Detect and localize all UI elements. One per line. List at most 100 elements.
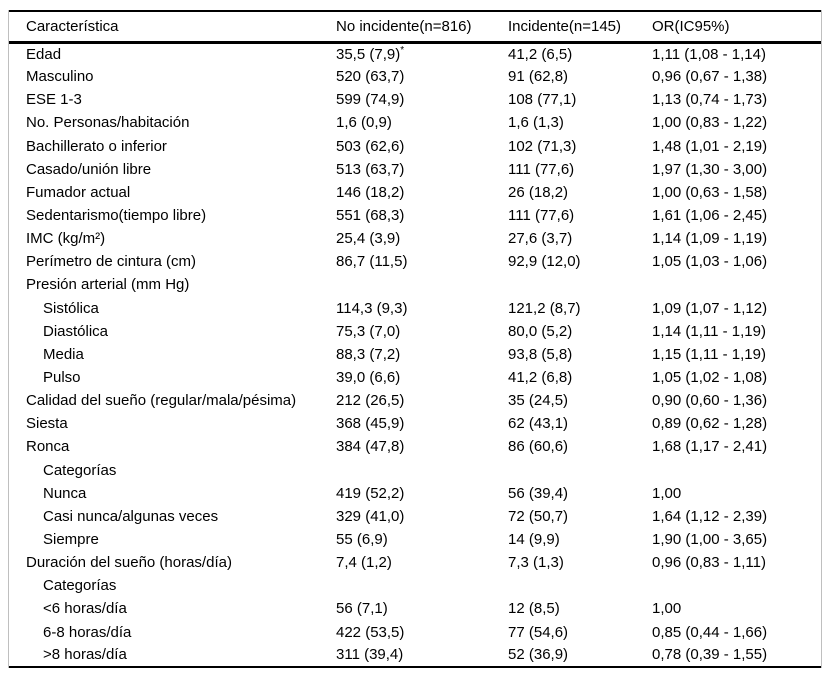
cell-incidente: 56 (39,4)	[508, 484, 569, 502]
row-label: Nunca	[43, 484, 87, 502]
cell-no-incidente: 56 (7,1)	[336, 600, 388, 618]
cell-incidente: 93,8 (5,8)	[508, 345, 573, 363]
table-row: Sistólica 114,3 (9,3) 121,2 (8,7) 1,09 (…	[9, 297, 821, 320]
cell-or	[652, 273, 821, 296]
cell-no-incidente	[336, 574, 508, 597]
row-label: Perímetro de cintura (cm)	[26, 253, 197, 271]
cell-incidente: 80,0 (5,2)	[508, 322, 573, 340]
table-header: Característica No incidente(n=816) Incid…	[9, 10, 821, 44]
cell-incidente: 35 (24,5)	[508, 392, 569, 410]
table-row: Perímetro de cintura (cm) 86,7 (11,5) 92…	[9, 250, 821, 273]
cell-or: 1,90 (1,00 - 3,65)	[652, 531, 768, 549]
cell-incidente: 121,2 (8,7)	[508, 299, 581, 317]
cell-no-incidente: 384 (47,8)	[336, 438, 405, 456]
cell-no-incidente: 55 (6,9)	[336, 531, 388, 549]
row-label: Fumador actual	[26, 183, 131, 201]
cell-or	[652, 459, 821, 482]
cell-or: 1,14 (1,11 - 1,19)	[652, 322, 766, 340]
cell-or: 1,68 (1,17 - 2,41)	[652, 438, 768, 456]
row-label: Media	[43, 345, 84, 363]
row-label: Ronca	[26, 438, 70, 456]
table-row: Categorías	[9, 574, 821, 597]
row-label: Masculino	[26, 68, 94, 86]
footnote-marker: *	[400, 44, 405, 56]
cell-incidente: 108 (77,1)	[508, 91, 577, 109]
cell-or: 0,90 (0,60 - 1,36)	[652, 392, 768, 410]
cell-or: 0,85 (0,44 - 1,66)	[652, 623, 768, 641]
cell-incidente: 52 (36,9)	[508, 643, 652, 668]
cell-no-incidente: 368 (45,9)	[336, 415, 405, 433]
cell-incidente: 26 (18,2)	[508, 183, 569, 201]
table-body: Edad 35,5 (7,9)* 41,2 (6,5) 1,11 (1,08 -…	[9, 42, 821, 668]
cell-incidente: 92,9 (12,0)	[508, 253, 581, 271]
table-row: 6-8 horas/día 422 (53,5) 77 (54,6) 0,85 …	[9, 621, 821, 644]
cell-or: 1,09 (1,07 - 1,12)	[652, 299, 768, 317]
cell-no-incidente: 599 (74,9)	[336, 91, 405, 109]
cell-incidente: 1,6 (1,3)	[508, 114, 564, 132]
table-row: Ronca 384 (47,8) 86 (60,6) 1,68 (1,17 - …	[9, 435, 821, 458]
row-label: <6 horas/día	[43, 600, 127, 618]
cell-or: 1,14 (1,09 - 1,19)	[652, 230, 768, 248]
row-label: Pulso	[43, 369, 81, 387]
characteristics-table-container: Característica No incidente(n=816) Incid…	[8, 10, 822, 668]
cell-no-incidente: 503 (62,6)	[336, 137, 405, 155]
cell-no-incidente: 146 (18,2)	[336, 183, 405, 201]
cell-or: 1,00	[652, 600, 682, 618]
row-label: Bachillerato o inferior	[26, 137, 167, 155]
cell-no-incidente: 551 (68,3)	[336, 207, 405, 225]
table-row: No. Personas/habitación 1,6 (0,9) 1,6 (1…	[9, 111, 821, 134]
table-row: Siempre 55 (6,9) 14 (9,9) 1,90 (1,00 - 3…	[9, 528, 821, 551]
cell-no-incidente: 75,3 (7,0)	[336, 322, 401, 340]
cell-no-incidente: 520 (63,7)	[336, 68, 405, 86]
row-label: IMC (kg/m²)	[26, 230, 106, 248]
column-header-no-incidente: No incidente(n=816)	[336, 10, 508, 44]
cell-or: 1,48 (1,01 - 2,19)	[652, 137, 768, 155]
cell-or: 1,11 (1,08 - 1,14)	[652, 45, 766, 63]
cell-or: 1,05 (1,02 - 1,08)	[652, 369, 768, 387]
row-label: Categorías	[43, 461, 117, 479]
table-row: Sedentarismo(tiempo libre) 551 (68,3) 11…	[9, 204, 821, 227]
column-header-caracteristica: Característica	[9, 10, 336, 44]
cell-or: 0,89 (0,62 - 1,28)	[652, 415, 768, 433]
cell-incidente: 41,2 (6,8)	[508, 369, 573, 387]
row-label: 6-8 horas/día	[43, 623, 132, 641]
cell-no-incidente: 311 (39,4)	[336, 643, 508, 668]
table-row: <6 horas/día 56 (7,1) 12 (8,5) 1,00	[9, 597, 821, 620]
cell-no-incidente: 329 (41,0)	[336, 507, 405, 525]
cell-incidente: 12 (8,5)	[508, 600, 560, 618]
table-row: Edad 35,5 (7,9)* 41,2 (6,5) 1,11 (1,08 -…	[9, 42, 821, 65]
cell-or: 0,96 (0,67 - 1,38)	[652, 68, 768, 86]
header-row: Característica No incidente(n=816) Incid…	[9, 10, 821, 44]
cell-incidente: 41,2 (6,5)	[508, 45, 573, 63]
cell-no-incidente: 114,3 (9,3)	[336, 299, 408, 317]
table-row: Masculino 520 (63,7) 91 (62,8) 0,96 (0,6…	[9, 65, 821, 88]
cell-no-incidente: 86,7 (11,5)	[336, 253, 408, 271]
cell-no-incidente: 88,3 (7,2)	[336, 345, 401, 363]
cell-or: 1,64 (1,12 - 2,39)	[652, 507, 768, 525]
table-row: Fumador actual 146 (18,2) 26 (18,2) 1,00…	[9, 181, 821, 204]
row-label: Diastólica	[43, 322, 109, 340]
cell-or: 1,15 (1,11 - 1,19)	[652, 345, 766, 363]
cell-incidente: 62 (43,1)	[508, 415, 569, 433]
row-label: Casado/unión libre	[26, 160, 152, 178]
table-row: IMC (kg/m²) 25,4 (3,9) 27,6 (3,7) 1,14 (…	[9, 227, 821, 250]
cell-incidente: 91 (62,8)	[508, 68, 569, 86]
cell-no-incidente: 1,6 (0,9)	[336, 114, 392, 132]
cell-no-incidente: 422 (53,5)	[336, 623, 405, 641]
row-label: No. Personas/habitación	[26, 114, 190, 132]
cell-or: 1,97 (1,30 - 3,00)	[652, 160, 768, 178]
cell-or	[652, 574, 821, 597]
cell-or: 0,96 (0,83 - 1,11)	[652, 554, 766, 572]
table-row: Categorías	[9, 459, 821, 482]
cell-incidente: 102 (71,3)	[508, 137, 577, 155]
row-label: Casi nunca/algunas veces	[43, 507, 219, 525]
cell-no-incidente: 419 (52,2)	[336, 484, 405, 502]
cell-incidente: 72 (50,7)	[508, 507, 569, 525]
cell-or: 1,00 (0,63 - 1,58)	[652, 183, 768, 201]
table-row: Casi nunca/algunas veces 329 (41,0) 72 (…	[9, 505, 821, 528]
cell-incidente: 86 (60,6)	[508, 438, 569, 456]
cell-incidente	[508, 273, 652, 296]
cell-no-incidente: 513 (63,7)	[336, 160, 405, 178]
cell-or: 1,13 (0,74 - 1,73)	[652, 91, 768, 109]
